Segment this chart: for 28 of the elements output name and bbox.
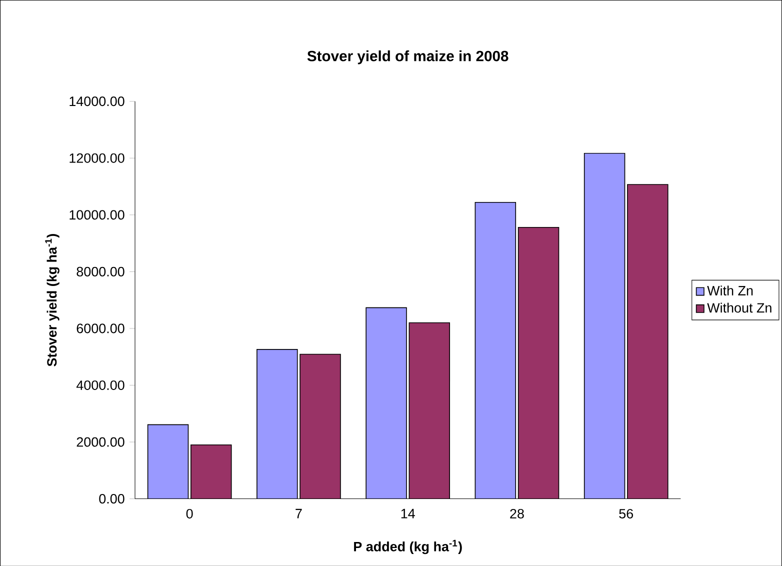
bar bbox=[300, 354, 341, 499]
bar bbox=[147, 424, 189, 499]
y-tick-label: 12000.00 bbox=[70, 153, 124, 163]
bar bbox=[584, 152, 626, 499]
bar bbox=[256, 348, 298, 499]
x-tick-label: 28 bbox=[510, 508, 524, 518]
y-tick-label: 6000.00 bbox=[76, 323, 124, 334]
bar bbox=[366, 307, 407, 499]
x-tick-label: 56 bbox=[619, 508, 634, 518]
bar bbox=[627, 184, 668, 499]
bar bbox=[190, 444, 232, 499]
y-tick-label: 8000.00 bbox=[76, 266, 124, 276]
y-tick-label: 2000.00 bbox=[76, 437, 124, 447]
bar bbox=[518, 226, 560, 499]
y-axis-title: Stover yield (kg ha$^{-1}$) bbox=[45, 234, 60, 366]
x-axis-title: P added (kg ha$^{-1}$) bbox=[354, 540, 462, 554]
y-tick-label: 14000.00 bbox=[70, 96, 124, 106]
chart-title: Stover yield of maize in 2008 bbox=[307, 50, 508, 64]
y-tick-label: 4000.00 bbox=[76, 380, 124, 390]
legend-label: With Zn bbox=[707, 285, 753, 296]
x-tick-label: 7 bbox=[296, 508, 302, 518]
x-tick-label: 14 bbox=[401, 508, 415, 518]
bar bbox=[474, 202, 516, 499]
y-tick-label: 0.00 bbox=[99, 494, 124, 504]
legend-label: Without Zn bbox=[707, 302, 772, 312]
y-tick-label: 10000.00 bbox=[70, 210, 124, 220]
x-tick-label: 0 bbox=[186, 508, 193, 518]
bar bbox=[408, 322, 450, 499]
